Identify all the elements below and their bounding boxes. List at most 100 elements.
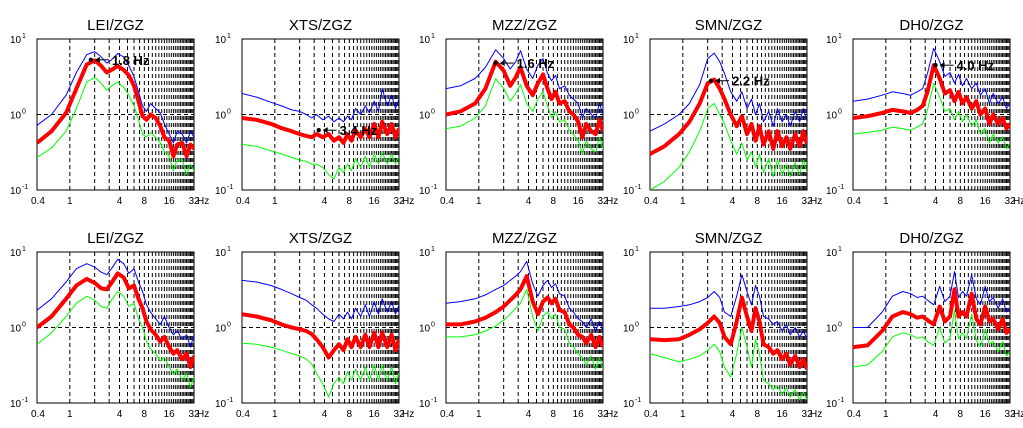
- series-line-red: [650, 295, 807, 370]
- x-tick-label: 8: [347, 196, 353, 207]
- x-tick-label: 16: [164, 196, 176, 207]
- series-line-green: [37, 291, 194, 389]
- series-group: [37, 258, 194, 389]
- series-line-red: [446, 274, 603, 350]
- peak-arrowhead: [939, 62, 945, 69]
- series-line-blue: [446, 49, 603, 119]
- series-line-green: [446, 288, 603, 370]
- y-tick-label: 10: [826, 186, 838, 197]
- x-tick-label: 32: [1004, 196, 1016, 207]
- series-line-blue: [242, 88, 399, 123]
- x-tick-label: 0.4: [440, 196, 454, 207]
- y-tick-label: 10: [419, 248, 431, 259]
- y-tick-label: 10: [623, 399, 635, 410]
- series-line-blue: [853, 271, 1010, 328]
- x-tick-label: 32: [597, 196, 609, 207]
- x-tick-label: 8: [755, 196, 761, 207]
- y-tick-label: 10: [419, 35, 431, 46]
- series-line-red: [242, 116, 399, 145]
- x-tick-label: 1: [476, 409, 482, 420]
- peak-marker: [708, 78, 714, 83]
- x-tick-label: 32: [393, 409, 405, 420]
- x-unit-label: Hz: [606, 409, 618, 420]
- x-tick-label: 0.4: [440, 409, 454, 420]
- y-tick-label: 10: [419, 111, 431, 122]
- series-line-red: [853, 63, 1010, 131]
- y-tick-label: 10: [623, 324, 635, 335]
- x-tick-label: 8: [551, 409, 557, 420]
- x-tick-label: 0.4: [847, 196, 861, 207]
- x-tick-label: 4: [322, 196, 328, 207]
- y-tick-label: 10: [826, 248, 838, 259]
- x-tick-label: 8: [347, 409, 353, 420]
- grid-lines: [650, 252, 808, 403]
- peak-arrowhead: [715, 77, 721, 84]
- x-tick-label: 0.4: [644, 409, 658, 420]
- grid-lines: [446, 252, 604, 403]
- series-line-green: [446, 78, 603, 155]
- y-tick-label: 10: [10, 186, 22, 197]
- x-tick-label: 1: [67, 409, 73, 420]
- x-tick-label: 16: [164, 409, 176, 420]
- x-tick-label: 0.4: [31, 409, 45, 420]
- x-tick-label: 1: [883, 196, 889, 207]
- series-line-blue: [37, 51, 194, 144]
- y-tick-exponent: 1: [227, 246, 231, 253]
- y-tick-exponent: -1: [22, 184, 28, 191]
- series-line-green: [650, 327, 807, 401]
- chart-title: MZZ/ZGZ: [492, 230, 557, 247]
- series-line-blue: [446, 260, 603, 332]
- x-tick-label: 0.4: [236, 409, 250, 420]
- peak-label: 1.8 Hz: [112, 53, 150, 68]
- x-tick-label: 4: [117, 409, 123, 420]
- grid-lines: [242, 252, 400, 403]
- y-tick-exponent: 1: [838, 246, 842, 253]
- x-tick-label: 32: [597, 409, 609, 420]
- y-tick-label: 10: [419, 324, 431, 335]
- x-tick-label: 1: [476, 196, 482, 207]
- series-line-red: [37, 58, 194, 159]
- x-tick-label: 16: [777, 196, 789, 207]
- chart-title: SMN/ZGZ: [695, 230, 763, 247]
- x-tick-label: 4: [730, 196, 736, 207]
- peak-label: 4.0 Hz: [956, 58, 994, 73]
- y-tick-label: 10: [623, 186, 635, 197]
- x-tick-label: 32: [393, 196, 405, 207]
- x-tick-label: 16: [980, 196, 992, 207]
- y-tick-label: 10: [826, 399, 838, 410]
- y-tick-exponent: 0: [635, 322, 639, 329]
- x-unit-label: Hz: [1013, 196, 1023, 207]
- chart-title: XTS/ZGZ: [289, 230, 352, 247]
- y-tick-exponent: -1: [635, 397, 641, 404]
- x-tick-label: 4: [933, 409, 939, 420]
- x-tick-label: 1: [272, 196, 278, 207]
- y-tick-exponent: 0: [635, 109, 639, 116]
- y-tick-exponent: -1: [227, 397, 233, 404]
- x-tick-label: 4: [117, 196, 123, 207]
- y-tick-label: 10: [215, 186, 227, 197]
- chart-title: DH0/ZGZ: [899, 17, 963, 34]
- grid-lines: [650, 39, 808, 190]
- series-line-red: [650, 77, 807, 156]
- chart-title: SMN/ZGZ: [695, 17, 763, 34]
- x-tick-label: 32: [188, 409, 200, 420]
- peak-label: 1.6 Hz: [517, 56, 555, 71]
- chart-title: LEI/ZGZ: [87, 230, 144, 247]
- y-tick-exponent: 0: [431, 322, 435, 329]
- x-tick-label: 1: [67, 196, 73, 207]
- y-tick-exponent: 0: [431, 109, 435, 116]
- y-tick-label: 10: [10, 324, 22, 335]
- y-tick-exponent: -1: [22, 397, 28, 404]
- series-line-blue: [242, 279, 399, 322]
- x-tick-label: 8: [551, 196, 557, 207]
- series-group: [446, 49, 603, 155]
- series-line-red: [853, 287, 1010, 350]
- y-tick-label: 10: [623, 35, 635, 46]
- series-line-green: [37, 76, 194, 176]
- y-tick-exponent: 1: [838, 33, 842, 40]
- y-tick-exponent: 1: [431, 246, 435, 253]
- y-tick-label: 10: [10, 399, 22, 410]
